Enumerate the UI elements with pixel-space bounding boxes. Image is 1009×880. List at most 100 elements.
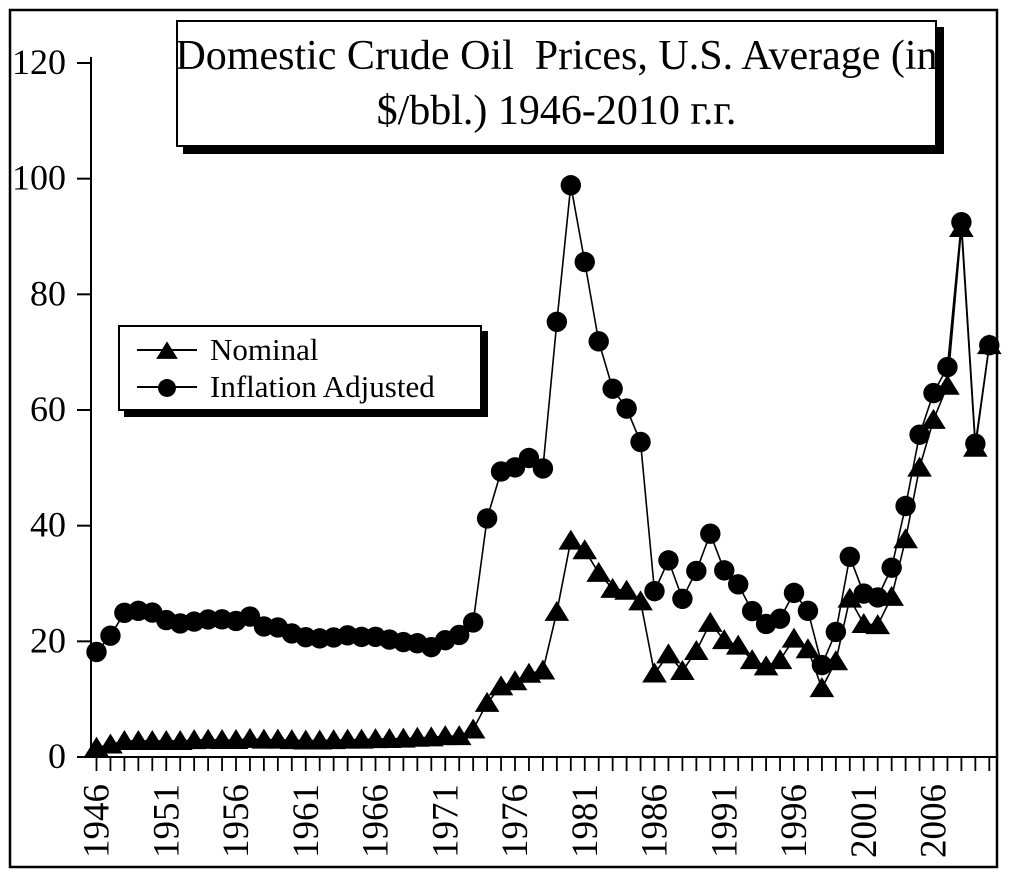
x-tick-label: 1971 bbox=[425, 784, 466, 858]
data-point-inflation-adjusted-1972 bbox=[449, 624, 470, 646]
data-point-inflation-adjusted-1988 bbox=[672, 588, 693, 609]
x-tick-label: 1946 bbox=[77, 784, 118, 858]
circle-legend-glyph bbox=[137, 378, 197, 397]
data-point-inflation-adjusted-2008 bbox=[951, 211, 972, 233]
data-point-inflation-adjusted-1978 bbox=[532, 458, 554, 479]
circle-marker-icon bbox=[136, 373, 198, 401]
data-point-inflation-adjusted-1973 bbox=[462, 612, 484, 633]
data-point-inflation-adjusted-1946 bbox=[86, 641, 107, 663]
data-point-inflation-adjusted-2004 bbox=[895, 495, 916, 517]
data-point-inflation-adjusted-1987 bbox=[658, 550, 679, 571]
data-point-inflation-adjusted-1990 bbox=[700, 523, 721, 544]
data-point-inflation-adjusted-1999 bbox=[825, 621, 847, 643]
data-point-nominal-1995 bbox=[767, 649, 793, 670]
triangle-legend-glyph bbox=[137, 340, 197, 359]
data-point-inflation-adjusted-2002 bbox=[867, 587, 888, 608]
chart-outer-border bbox=[8, 8, 999, 869]
x-tick-label: 1991 bbox=[704, 784, 745, 858]
legend-marker-shape bbox=[158, 378, 176, 397]
data-point-nominal-1981 bbox=[572, 539, 598, 560]
data-point-inflation-adjusted-2003 bbox=[881, 557, 902, 578]
data-point-nominal-1980 bbox=[558, 529, 584, 550]
data-point-nominal-1986 bbox=[642, 662, 667, 683]
data-point-inflation-adjusted-1974 bbox=[476, 508, 498, 529]
legend-label-inflation-adjusted: Inflation Adjusted bbox=[210, 369, 435, 404]
data-point-nominal-1997 bbox=[795, 638, 821, 659]
x-tick-label: 1986 bbox=[635, 784, 676, 858]
data-point-inflation-adjusted-1993 bbox=[741, 600, 763, 622]
data-point-nominal-1993 bbox=[739, 649, 765, 670]
data-point-nominal-2004 bbox=[893, 528, 918, 549]
x-tick-label: 1956 bbox=[216, 784, 257, 858]
data-point-nominal-1975 bbox=[488, 675, 514, 696]
legend-marker-shape bbox=[156, 340, 178, 359]
data-point-inflation-adjusted-1981 bbox=[574, 251, 595, 273]
y-tick-label: 60 bbox=[30, 389, 66, 429]
data-point-nominal-1972 bbox=[446, 725, 472, 746]
data-point-inflation-adjusted-1989 bbox=[686, 560, 707, 582]
data-point-nominal-1973 bbox=[460, 718, 486, 739]
data-point-inflation-adjusted-1998 bbox=[811, 654, 833, 676]
data-point-nominal-1976 bbox=[502, 670, 528, 691]
data-point-nominal-1991 bbox=[711, 629, 737, 650]
y-tick-label: 20 bbox=[30, 620, 66, 660]
chart-title-line1: Domestic Crude Oil Prices, U.S. Average … bbox=[175, 32, 938, 79]
x-tick-label: 1976 bbox=[495, 784, 536, 858]
data-point-inflation-adjusted-2005 bbox=[909, 424, 930, 445]
data-point-inflation-adjusted-1982 bbox=[588, 331, 609, 352]
data-point-nominal-1982 bbox=[586, 561, 611, 582]
data-point-nominal-1998 bbox=[809, 677, 835, 698]
data-point-nominal-1988 bbox=[670, 660, 695, 681]
chart-title-box: Domestic Crude Oil Prices, U.S. Average … bbox=[175, 20, 938, 147]
legend-item-inflation-adjusted: Inflation Adjusted bbox=[136, 368, 480, 405]
data-point-nominal-1987 bbox=[656, 643, 681, 664]
data-point-nominal-2005 bbox=[907, 456, 932, 477]
legend-item-nominal: Nominal bbox=[136, 331, 480, 368]
data-point-nominal-1996 bbox=[781, 627, 807, 648]
data-point-inflation-adjusted-1984 bbox=[616, 398, 637, 419]
data-point-inflation-adjusted-2000 bbox=[839, 546, 860, 567]
data-point-inflation-adjusted-1983 bbox=[602, 378, 623, 399]
data-point-inflation-adjusted-1985 bbox=[630, 431, 651, 453]
y-tick-label: 0 bbox=[48, 736, 66, 776]
data-point-inflation-adjusted-1991 bbox=[714, 560, 735, 581]
data-point-nominal-1985 bbox=[628, 590, 653, 611]
x-tick-label: 1951 bbox=[146, 784, 187, 858]
data-point-inflation-adjusted-2006 bbox=[923, 382, 944, 404]
data-point-nominal-2006 bbox=[921, 408, 946, 429]
data-point-nominal-1974 bbox=[474, 691, 500, 712]
data-point-inflation-adjusted-1980 bbox=[560, 175, 581, 196]
data-point-inflation-adjusted-1986 bbox=[644, 580, 665, 602]
data-point-nominal-1984 bbox=[614, 579, 639, 600]
x-tick-label: 1981 bbox=[565, 784, 606, 858]
data-point-nominal-1989 bbox=[684, 639, 709, 660]
data-point-inflation-adjusted-1996 bbox=[783, 582, 805, 604]
data-point-inflation-adjusted-1997 bbox=[797, 600, 819, 622]
data-point-inflation-adjusted-1947 bbox=[100, 625, 121, 646]
legend: Nominal Inflation Adjusted bbox=[118, 325, 482, 411]
y-tick-label: 80 bbox=[30, 273, 66, 313]
x-tick-label: 1961 bbox=[286, 784, 327, 858]
triangle-marker-icon bbox=[136, 336, 198, 364]
data-point-inflation-adjusted-1979 bbox=[546, 311, 568, 333]
x-tick-label: 2006 bbox=[914, 784, 955, 858]
data-point-inflation-adjusted-1992 bbox=[728, 574, 749, 595]
data-point-inflation-adjusted-1995 bbox=[769, 608, 791, 629]
data-point-inflation-adjusted-2007 bbox=[937, 356, 958, 378]
data-point-nominal-1978 bbox=[530, 659, 556, 680]
chart-title-line2: $/bbl.) 1946-2010 г.г. bbox=[376, 87, 737, 134]
data-point-nominal-2000 bbox=[837, 587, 863, 608]
y-tick-label: 100 bbox=[12, 158, 66, 198]
data-point-inflation-adjusted-2009 bbox=[965, 433, 986, 454]
data-point-nominal-1979 bbox=[544, 600, 570, 621]
x-tick-label: 2001 bbox=[844, 784, 885, 858]
y-tick-label: 40 bbox=[30, 505, 66, 545]
y-tick-label: 120 bbox=[12, 42, 66, 82]
data-point-nominal-1992 bbox=[725, 634, 751, 655]
data-point-nominal-1990 bbox=[698, 611, 723, 632]
data-point-nominal-2002 bbox=[865, 614, 890, 635]
data-point-inflation-adjusted-1977 bbox=[518, 447, 540, 469]
x-tick-label: 1996 bbox=[774, 784, 815, 858]
